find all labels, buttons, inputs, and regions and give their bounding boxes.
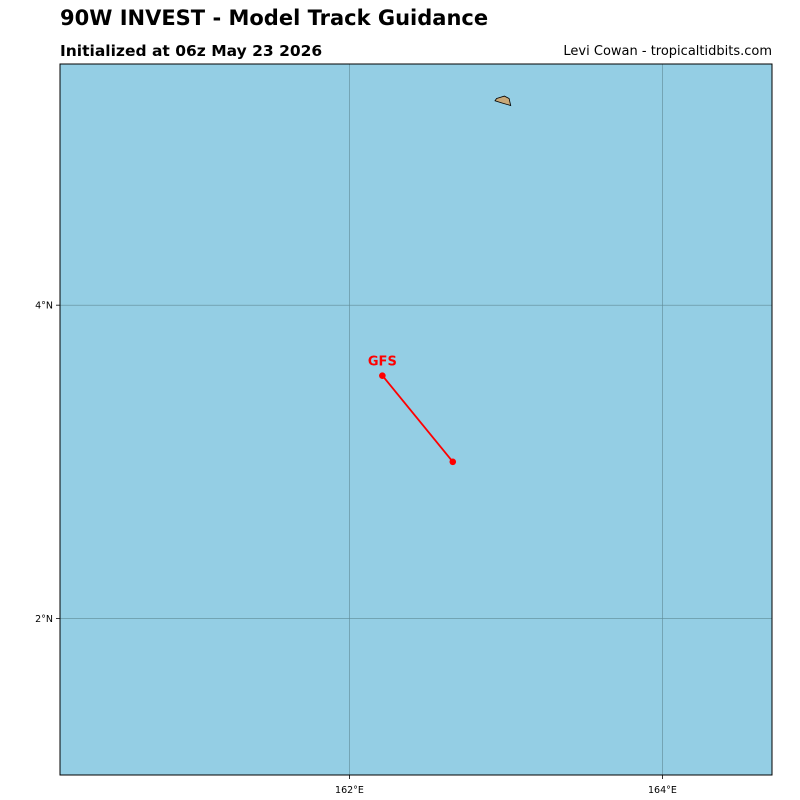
map-subtitle: Initialized at 06z May 23 2026 bbox=[60, 42, 323, 60]
track-label: GFS bbox=[368, 355, 397, 370]
map-title: 90W INVEST - Model Track Guidance bbox=[60, 6, 489, 30]
lon-tick-label: 164°E bbox=[648, 785, 677, 796]
map-frame bbox=[59, 63, 773, 776]
lon-tick-label: 162°E bbox=[335, 785, 364, 796]
track-line-gfs bbox=[381, 375, 454, 463]
track-point bbox=[449, 458, 457, 466]
track-point bbox=[379, 372, 386, 379]
gridlines bbox=[60, 64, 772, 775]
lat-tick-label: 2°N bbox=[35, 614, 53, 625]
island-landmass bbox=[494, 95, 512, 107]
ocean-area bbox=[60, 64, 772, 775]
credit-text: Levi Cowan - tropicaltidbits.com bbox=[563, 44, 772, 59]
lat-tick-label: 4°N bbox=[35, 301, 53, 312]
model-tracks: GFS bbox=[368, 355, 457, 466]
axis-ticks: 162°E 164°E 4°N 2°N bbox=[35, 301, 677, 796]
